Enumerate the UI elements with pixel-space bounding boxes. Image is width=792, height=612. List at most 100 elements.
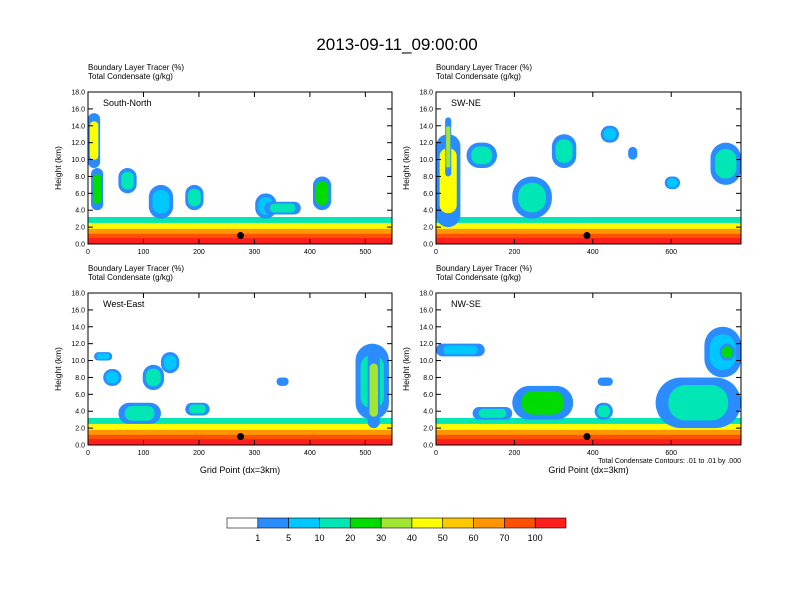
bl-band-4 [436, 439, 741, 445]
figure-title: 2013-09-11_09:00:00 [316, 35, 477, 54]
cloud-inner-8 [105, 371, 119, 384]
y-tick-label: 14.0 [71, 123, 85, 130]
y-tick-label: 4.0 [423, 409, 433, 416]
cloud-inner-4 [555, 139, 573, 163]
y-axis-label: Height (km) [53, 146, 63, 190]
colorbar-swatch-7 [442, 517, 474, 529]
colorbar-label: 40 [407, 533, 417, 543]
cloud-inner-2 [478, 408, 507, 418]
y-axis-label: Height (km) [401, 347, 411, 391]
cloud-inner-2 [121, 171, 134, 190]
plot-frame [87, 91, 393, 245]
x-tick-label: 300 [249, 249, 261, 256]
colorbar-swatch-2 [288, 517, 320, 529]
location-marker [237, 232, 245, 240]
x-tick-label: 500 [360, 249, 372, 256]
panel-name: South-North [103, 98, 152, 108]
panels-group: Boundary Layer Tracer (%)Total Condensat… [53, 63, 742, 475]
cloud-inner-5 [629, 148, 636, 158]
x-tick-label: 100 [138, 450, 150, 457]
cloud-inner-1 [446, 126, 451, 168]
cloud-inner-2 [471, 146, 493, 165]
colorbar-label: 5 [286, 533, 291, 543]
x-tick-label: 600 [665, 249, 677, 256]
y-tick-label: 4.0 [75, 208, 85, 215]
y-tick-label: 12.0 [71, 140, 85, 147]
y-tick-label: 2.0 [75, 225, 85, 232]
panel-2: Boundary Layer Tracer (%)Total Condensat… [53, 264, 393, 475]
header-condensate: Total Condensate (g/kg) [436, 72, 521, 81]
colorbar: 1 5 10 20 30 40 50 60 70 100 [226, 517, 567, 543]
y-tick-label: 2.0 [423, 426, 433, 433]
x-axis-label: Grid Point (dx=3km) [548, 465, 628, 475]
y-tick-label: 14.0 [71, 324, 85, 331]
y-axis-label: Height (km) [53, 347, 63, 391]
x-axis-label: Grid Point (dx=3km) [200, 465, 280, 475]
panel-0: Boundary Layer Tracer (%)Total Condensat… [53, 63, 393, 256]
header-tracer: Boundary Layer Tracer (%) [436, 63, 532, 72]
bl-band-4 [88, 439, 392, 445]
y-tick-label: 6.0 [75, 191, 85, 198]
colorbar-swatch-0 [226, 517, 259, 529]
y-tick-label: 12.0 [419, 140, 433, 147]
cloud-inner-7 [599, 378, 611, 385]
colorbar-label: 70 [499, 533, 509, 543]
y-tick-label: 6.0 [423, 191, 433, 198]
x-tick-label: 600 [665, 450, 677, 457]
header-condensate: Total Condensate (g/kg) [88, 273, 173, 282]
x-tick-label: 0 [86, 249, 90, 256]
bl-band-4 [88, 238, 392, 244]
cloud-inner-7 [715, 149, 737, 179]
x-tick-label: 200 [509, 249, 521, 256]
header-tracer: Boundary Layer Tracer (%) [88, 63, 184, 72]
y-tick-label: 12.0 [71, 341, 85, 348]
y-tick-label: 2.0 [423, 225, 433, 232]
y-tick-label: 4.0 [75, 409, 85, 416]
x-tick-label: 0 [86, 450, 90, 457]
y-tick-label: 10.0 [71, 157, 85, 164]
x-tick-label: 200 [509, 450, 521, 457]
panel-3: Boundary Layer Tracer (%)Total Condensat… [401, 264, 742, 475]
y-tick-label: 10.0 [419, 358, 433, 365]
colorbar-label: 20 [345, 533, 355, 543]
y-tick-label: 16.0 [71, 307, 85, 314]
cloud-inner-4 [668, 385, 729, 421]
x-tick-label: 200 [193, 450, 205, 457]
colorbar-label: 50 [438, 533, 448, 543]
colorbar-label: 60 [469, 533, 479, 543]
y-tick-label: 8.0 [423, 375, 433, 382]
header-tracer: Boundary Layer Tracer (%) [436, 264, 532, 273]
panel-1: Boundary Layer Tracer (%)Total Condensat… [401, 63, 742, 256]
colorbar-label: 10 [314, 533, 324, 543]
y-tick-label: 6.0 [423, 392, 433, 399]
cloud-inner-4 [188, 188, 201, 207]
cloud-inner-3 [152, 189, 170, 214]
y-tick-label: 16.0 [419, 307, 433, 314]
header-condensate: Total Condensate (g/kg) [88, 72, 173, 81]
colorbar-swatch-5 [380, 517, 413, 529]
cloud-inner-7 [269, 203, 296, 213]
colorbar-swatch-1 [257, 517, 289, 529]
cloud-inner-6 [369, 363, 379, 417]
y-tick-label: 18.0 [71, 291, 85, 298]
y-tick-label: 10.0 [419, 157, 433, 164]
x-tick-label: 400 [304, 249, 316, 256]
cloud-inner-4 [278, 378, 287, 385]
plot-frame [87, 292, 393, 446]
x-tick-label: 0 [434, 450, 438, 457]
y-tick-label: 2.0 [75, 426, 85, 433]
colorbar-swatch-6 [411, 517, 444, 529]
y-tick-label: 12.0 [419, 341, 433, 348]
panel-name: NW-SE [451, 299, 481, 309]
y-tick-label: 16.0 [71, 106, 85, 113]
colorbar-swatch-8 [473, 517, 505, 529]
y-tick-label: 8.0 [423, 174, 433, 181]
cloud-inner-0 [439, 148, 457, 214]
x-tick-label: 400 [587, 450, 599, 457]
y-tick-label: 6.0 [75, 392, 85, 399]
location-marker [583, 433, 591, 441]
plot-frame [435, 91, 742, 245]
y-tick-label: 0.0 [75, 443, 85, 450]
y-tick-label: 18.0 [71, 90, 85, 97]
